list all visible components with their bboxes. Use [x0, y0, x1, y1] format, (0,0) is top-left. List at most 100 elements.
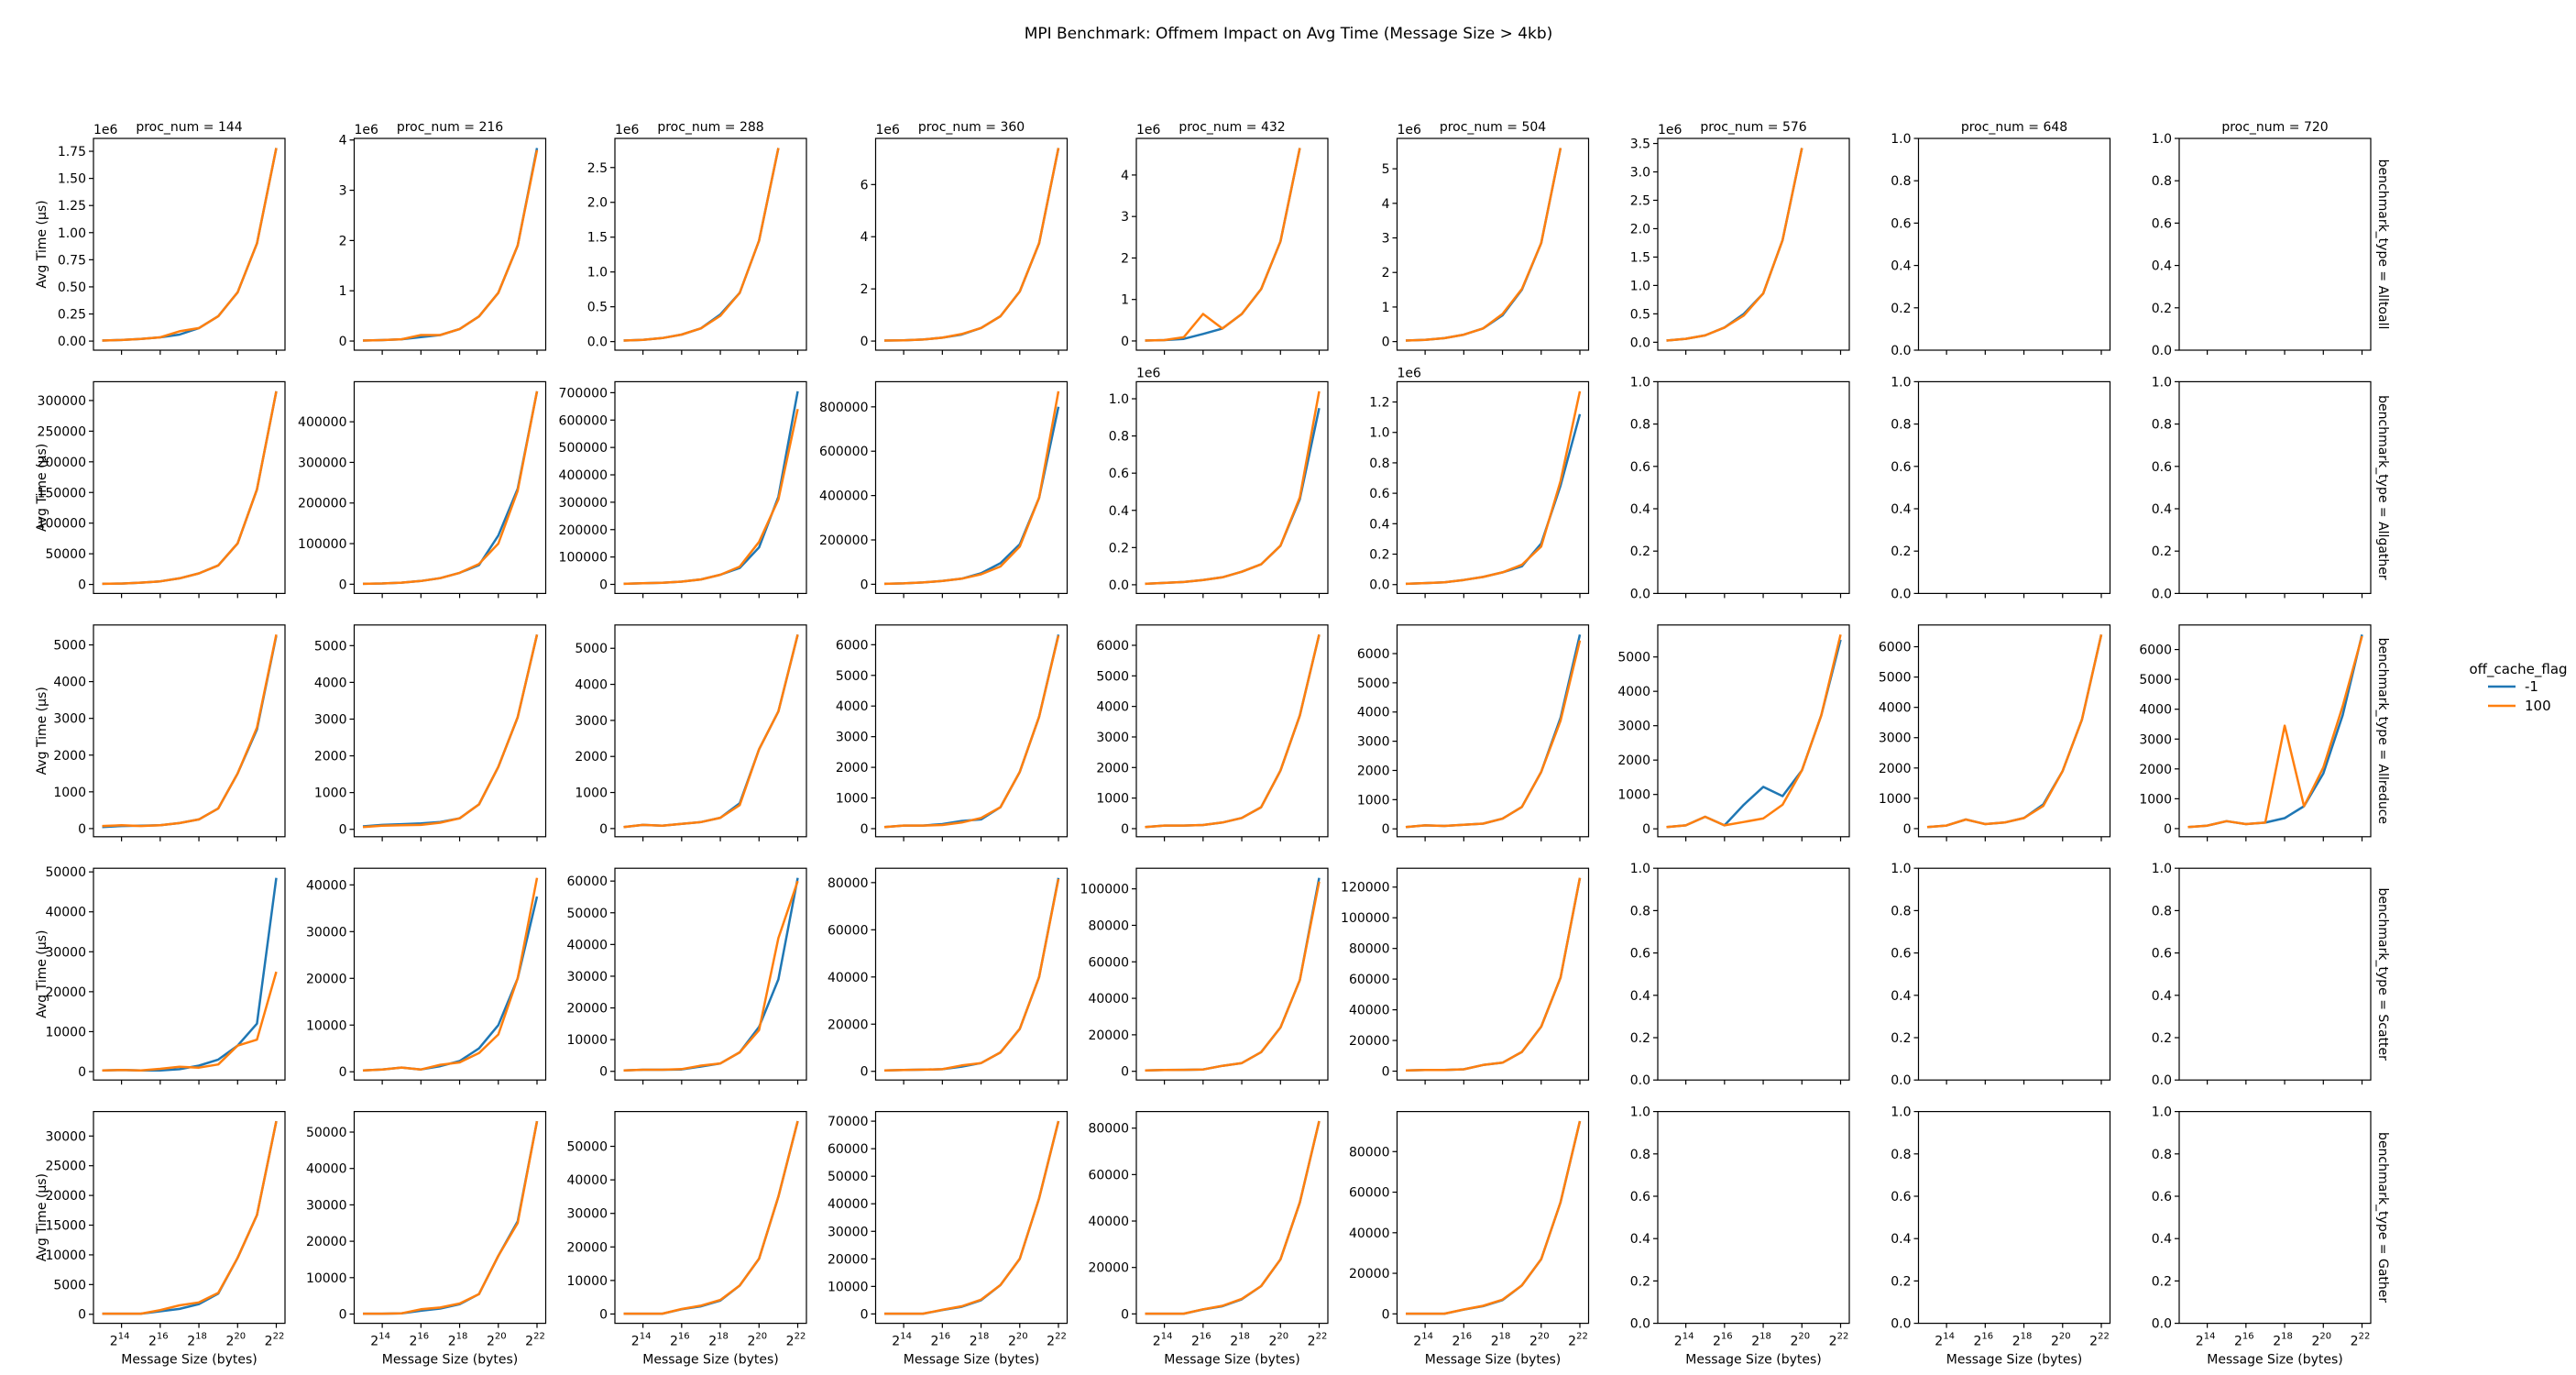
- series-line-neg1: [102, 1120, 278, 1315]
- y-tick-label: 2: [1121, 251, 1129, 266]
- y-offset-label: 1e6: [355, 123, 379, 138]
- x-tick-base: 2: [708, 1335, 717, 1349]
- y-tick-label: 6000: [1096, 639, 1129, 654]
- panel-r1-c2: 0 100000 200000 300000 400000 500000 600000 700…: [559, 380, 807, 599]
- x-tick-base: 2: [2196, 1335, 2204, 1349]
- series-line-100: [883, 635, 1060, 829]
- x-tick-label: 222: [786, 1332, 806, 1349]
- y-tick-label: 50000: [566, 907, 608, 921]
- series-line-neg1: [1145, 634, 1321, 829]
- panel-r3-c3: 0 20000 40000 60000 80000: [828, 867, 1069, 1085]
- y-tick-label: 0.0: [587, 336, 608, 350]
- x-tick-base: 2: [410, 1335, 418, 1349]
- panel-r0-c8: 0.0 0.2 0.4 0.6 0.8 1.0 proc_num = 720 benchmar…: [2152, 120, 2390, 358]
- axes-frame: [614, 1110, 807, 1325]
- x-tick-exponent: 18: [1759, 1332, 1771, 1342]
- panel-r2-c5: 0 1000 2000 3000 4000 5000 6000: [1357, 624, 1590, 842]
- panel-r1-c3: 0 200000 400000 600000 800000: [819, 380, 1069, 599]
- x-tick-exponent: 22: [1576, 1332, 1588, 1342]
- x-tick-label: 218: [1230, 1332, 1250, 1349]
- x-axis-label: Message Size (bytes): [642, 1353, 779, 1368]
- y-tick-label: 0: [1382, 336, 1390, 350]
- y-tick-label: 0: [339, 823, 347, 838]
- series-line-100: [884, 1120, 1060, 1315]
- x-tick-base: 2: [525, 1335, 533, 1349]
- y-tick-label: 1000: [1879, 792, 1912, 807]
- y-tick-label: 4000: [575, 678, 608, 693]
- x-tick-exponent: 20: [1016, 1332, 1028, 1342]
- y-tick-label: 0.4: [1630, 502, 1650, 517]
- y-tick-label: 0.8: [2152, 904, 2172, 918]
- y-axis-label: Avg Time (μs): [35, 1173, 49, 1261]
- panel-r3-c5: 0 20000 40000 60000 80000 100000 120000: [1341, 867, 1590, 1085]
- series-line-neg1: [362, 390, 539, 586]
- x-tick-label: 214: [2196, 1332, 2216, 1349]
- y-tick-label: 0.6: [2152, 460, 2172, 475]
- y-tick-label: 0: [339, 578, 347, 592]
- y-tick-label: 0.00: [58, 335, 86, 349]
- y-tick-label: 3000: [1879, 732, 1912, 746]
- y-axis-label: Avg Time (μs): [35, 687, 49, 775]
- y-tick-label: 40000: [566, 1173, 608, 1188]
- x-tick-base: 2: [1935, 1335, 1943, 1349]
- y-tick-label: 0.2: [1891, 1274, 1911, 1289]
- axes-frame: [2178, 138, 2372, 351]
- axes-frame: [1917, 1110, 2111, 1325]
- y-tick-label: 1.0: [1630, 1106, 1650, 1120]
- y-tick-label: 10000: [566, 1274, 608, 1289]
- y-tick-label: 5000: [53, 1278, 86, 1292]
- y-tick-label: 30000: [306, 925, 347, 940]
- x-tick-exponent: 16: [1460, 1332, 1472, 1342]
- series-line-100: [883, 878, 1060, 1072]
- y-offset-label: 1e6: [1658, 123, 1683, 138]
- x-tick-exponent: 18: [195, 1332, 207, 1342]
- series-line-100: [1405, 640, 1582, 829]
- x-tick-label: 222: [2089, 1332, 2110, 1349]
- x-axis-label: Message Size (bytes): [1164, 1353, 1300, 1368]
- y-tick-label: 80000: [1088, 918, 1129, 933]
- y-tick-label: 0.6: [1891, 1190, 1911, 1204]
- y-tick-label: 40000: [1088, 1215, 1129, 1229]
- y-tick-label: 2: [339, 234, 347, 248]
- panel-r0-c6: 0.0 0.5 1.0 1.5 2.0 2.5 3.0 3.5 1e6 proc_num = 57…: [1630, 120, 1850, 355]
- y-tick-label: 0.0: [1630, 1073, 1650, 1088]
- y-tick-label: 3000: [1096, 731, 1129, 745]
- y-tick-label: 0: [1382, 822, 1390, 837]
- x-tick-base: 2: [148, 1335, 157, 1349]
- x-tick-exponent: 18: [978, 1332, 990, 1342]
- x-tick-exponent: 22: [273, 1332, 285, 1342]
- panel-r1-c6: 0.0 0.2 0.4 0.6 0.8 1.0: [1630, 375, 1850, 601]
- x-tick-label: 220: [487, 1332, 507, 1349]
- series-line-100: [1405, 390, 1582, 586]
- y-axis-label: Avg Time (μs): [35, 200, 49, 288]
- axes-frame: [1917, 867, 2111, 1081]
- y-tick-label: 30000: [566, 1207, 608, 1222]
- y-tick-label: 100000: [1080, 883, 1129, 897]
- y-tick-label: 3000: [53, 712, 86, 727]
- series-line-100: [362, 390, 539, 586]
- y-tick-label: 0: [1382, 1307, 1390, 1322]
- y-tick-label: 0.0: [1891, 587, 1911, 601]
- y-tick-label: 0.0: [2152, 587, 2172, 601]
- y-tick-label: 0: [599, 1307, 608, 1322]
- x-tick-exponent: 20: [2319, 1332, 2331, 1342]
- y-tick-label: 0.75: [58, 253, 86, 268]
- y-tick-label: 60000: [828, 1142, 869, 1157]
- y-tick-label: 50000: [566, 1140, 608, 1155]
- x-tick-exponent: 22: [1837, 1332, 1849, 1342]
- axes-frame: [874, 380, 1069, 594]
- series-line-neg1: [883, 406, 1060, 586]
- series-line-100: [623, 148, 780, 342]
- axes-frame: [614, 867, 807, 1081]
- x-tick-base: 2: [2273, 1335, 2281, 1349]
- series-line-neg1: [1405, 148, 1562, 342]
- panel-r0-c7: 0.0 0.2 0.4 0.6 0.8 1.0 proc_num = 648: [1891, 120, 2111, 358]
- y-tick-label: 1: [1121, 293, 1129, 308]
- y-tick-label: 5000: [53, 639, 86, 654]
- series-line-100: [1145, 390, 1321, 586]
- y-offset-label: 1e6: [1136, 366, 1161, 380]
- x-tick-base: 2: [2012, 1335, 2021, 1349]
- y-tick-label: 0.8: [2152, 174, 2172, 189]
